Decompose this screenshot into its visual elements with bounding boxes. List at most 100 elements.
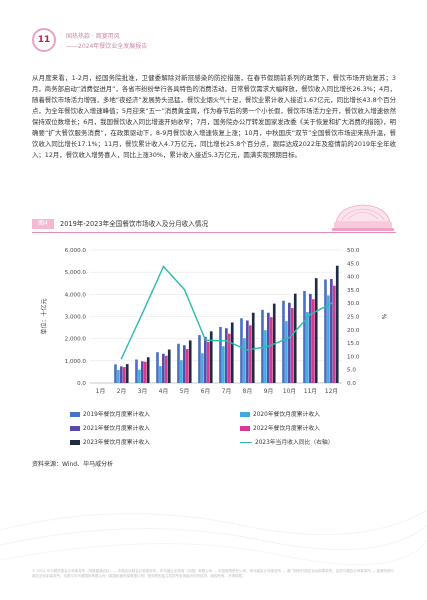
background-decoration — [0, 509, 427, 566]
yoy-growth-point — [162, 265, 165, 268]
bar-2021年餐饮月度累计收入 — [204, 336, 207, 383]
bar-2020年餐饮月度累计收入 — [201, 353, 204, 383]
bar-2020年餐饮月度累计收入 — [117, 369, 120, 383]
y-left-tick-label: 6,000.0 — [65, 248, 87, 254]
bar-2019年餐饮月度累计收入 — [261, 309, 264, 383]
bar-2022年餐饮月度累计收入 — [143, 361, 147, 383]
y-right-tick-label: 20.0 — [347, 328, 360, 334]
y-left-tick-label: 2,000.0 — [65, 337, 87, 343]
bar-2023年餐饮月度累计收入 — [125, 364, 129, 383]
legend-swatch — [70, 412, 80, 417]
x-tick-label: 6月 — [201, 388, 211, 395]
body-paragraph: 从月度来看，1-2月，经国务院批准，卫健委解除对新冠感染的防控措施，在春节假期前… — [32, 74, 396, 159]
legend-item-2021: 2021年餐饮月度累计收入 — [70, 425, 150, 433]
bar-2023年餐饮月度累计收入 — [209, 331, 213, 383]
bar-2021年餐饮月度累计收入 — [330, 279, 333, 383]
legend-label: 2022年餐饮月度累计收入 — [253, 426, 320, 432]
legend-label: 2020年餐饮月度累计收入 — [253, 412, 320, 418]
yoy-growth-point — [330, 302, 333, 305]
bar-2022年餐饮月度累计收入 — [164, 355, 168, 383]
x-tick-label: 12月 — [325, 388, 338, 395]
y-right-tick-label: 25.0 — [347, 315, 360, 321]
bar-2023年餐饮月度累计收入 — [293, 293, 297, 383]
legend-swatch — [240, 412, 250, 417]
x-tick-label: 2月 — [117, 388, 127, 395]
bar-2021年餐饮月度累计收入 — [267, 312, 270, 383]
yoy-growth-point — [204, 339, 207, 342]
page-number-badge: 11 — [32, 28, 56, 52]
x-tick-label: 5月 — [180, 388, 190, 395]
bar-2019年餐饮月度累计收入 — [114, 364, 117, 383]
legend-label: 2023年餐饮月度累计收入 — [83, 440, 150, 446]
y-left-tick-label: 0.0 — [77, 381, 86, 387]
bar-2022年餐饮月度累计收入 — [206, 341, 210, 383]
bar-2019年餐饮月度累计收入 — [198, 335, 201, 383]
bar-2020年餐饮月度累计收入 — [222, 346, 225, 383]
bar-2019年餐饮月度累计收入 — [156, 352, 159, 383]
copyright-footer: © 2024 毕马威华振会计师事务所（特殊普通合伙）— 中国合伙制会计师事务所，… — [32, 569, 394, 578]
yoy-growth-point — [120, 357, 123, 360]
bar-2021年餐饮月度累计收入 — [309, 293, 312, 383]
bar-2020年餐饮月度累计收入 — [285, 321, 288, 383]
x-tick-label: 9月 — [264, 388, 274, 395]
bar-2023年餐饮月度累计收入 — [167, 349, 171, 383]
yoy-growth-point — [225, 340, 228, 342]
bar-2022年餐饮月度累计收入 — [227, 333, 231, 383]
legend-label: 2021年餐饮月度累计收入 — [83, 426, 150, 432]
bar-2023年餐饮月度累计收入 — [188, 340, 192, 383]
bar-2020年餐饮月度累计收入 — [180, 360, 183, 383]
bar-2019年餐饮月度累计收入 — [324, 279, 327, 383]
bar-2021年餐饮月度累计收入 — [246, 320, 249, 383]
legend-item-2022: 2022年餐饮月度累计收入 — [240, 425, 320, 433]
bar-2023年餐饮月度累计收入 — [335, 265, 339, 383]
bar-2022年餐饮月度累计收入 — [269, 317, 273, 383]
y-right-axis-label: % — [380, 314, 387, 320]
chart-legend: 2019年餐饮月度累计收入 2020年餐饮月度累计收入 2021年餐饮月度累计收… — [70, 408, 370, 458]
source-note: 资料来源：Wind、毕马威分析 — [32, 461, 114, 468]
x-tick-label: 7月 — [222, 388, 232, 395]
bar-2020年餐饮月度累计收入 — [138, 369, 141, 383]
header-subtitle: ——2024年餐饮业全发展报告 — [66, 43, 148, 50]
bar-2022年餐饮月度累计收入 — [185, 349, 189, 383]
legend-line-swatch — [240, 442, 252, 443]
bar-2020年餐饮月度累计收入 — [306, 312, 309, 383]
bar-2021年餐饮月度累计收入 — [225, 328, 228, 383]
legend-item-2019: 2019年餐饮月度累计收入 — [70, 411, 150, 419]
bar-2021年餐饮月度累计收入 — [183, 345, 186, 383]
yoy-growth-point — [141, 312, 144, 314]
x-tick-label: 11月 — [304, 388, 317, 395]
x-tick-label: 10月 — [283, 388, 296, 395]
x-tick-label: 8月 — [243, 388, 253, 395]
x-tick-label: 1月 — [96, 388, 106, 395]
bar-2022年餐饮月度累计收入 — [311, 299, 315, 383]
y-right-tick-label: 0.0 — [347, 381, 356, 387]
y-right-tick-label: 50.0 — [347, 248, 360, 254]
bar-2023年餐饮月度累计收入 — [314, 278, 318, 383]
legend-label: 2023年当月收入同比（右轴） — [255, 440, 334, 446]
bar-2019年餐饮月度累计收入 — [219, 326, 222, 383]
x-tick-label: 4月 — [159, 388, 169, 395]
y-left-tick-label: 1,000.0 — [65, 359, 87, 365]
bar-2021年餐饮月度累计收入 — [288, 302, 291, 383]
y-right-tick-label: 40.0 — [347, 275, 360, 281]
legend-item-2023: 2023年餐饮月度累计收入 — [70, 439, 150, 447]
header-title: 国热热款 · 商宴用风 — [66, 33, 120, 40]
y-right-tick-label: 30.0 — [347, 301, 360, 307]
bar-2021年餐饮月度累计收入 — [141, 361, 144, 383]
legend-item-yoy: 2023年当月收入同比（右轴） — [240, 439, 334, 447]
y-left-tick-label: 5,000.0 — [65, 270, 87, 276]
bar-2019年餐饮月度累计收入 — [303, 291, 306, 383]
yoy-growth-point — [267, 345, 270, 348]
bar-2019年餐饮月度累计收入 — [135, 359, 138, 383]
chef-hat-icon — [332, 204, 394, 231]
bar-2021年餐饮月度累计收入 — [120, 366, 123, 383]
figure-title: 2019年-2023年全国餐饮市场收入及分月收入情况 — [60, 220, 209, 228]
bar-2022年餐饮月度累计收入 — [290, 308, 294, 383]
bar-2023年餐饮月度累计收入 — [251, 312, 255, 383]
y-right-tick-label: 35.0 — [347, 288, 360, 294]
y-right-tick-label: 5.0 — [347, 368, 356, 374]
legend-item-2020: 2020年餐饮月度累计收入 — [240, 411, 320, 419]
y-left-tick-label: 4,000.0 — [65, 292, 87, 298]
bar-2019年餐饮月度累计收入 — [177, 343, 180, 383]
bar-2019年餐饮月度累计收入 — [282, 300, 285, 383]
